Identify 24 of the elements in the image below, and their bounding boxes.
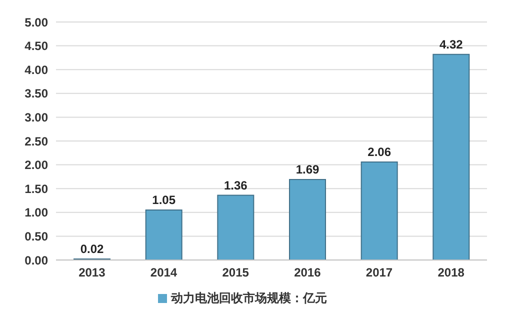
- data-label: 4.32: [439, 37, 464, 52]
- y-tick-label: 1.00: [24, 206, 48, 220]
- y-tick-label: 3.50: [24, 86, 48, 101]
- y-tick-label: 0.00: [24, 253, 48, 268]
- x-tick-label: 2018: [438, 266, 465, 280]
- x-tick-label: 2013: [78, 266, 106, 280]
- legend-label: 动力电池回收市场规模：亿元: [171, 291, 327, 305]
- data-label: 1.05: [152, 193, 176, 208]
- x-tick-label: 2016: [294, 266, 322, 280]
- y-tick-label: 0.50: [24, 229, 48, 244]
- data-label: 0.02: [80, 242, 104, 256]
- y-tick-label: 1.50: [24, 182, 48, 196]
- y-tick-label: 4.00: [24, 62, 48, 77]
- data-label: 1.69: [296, 162, 320, 177]
- x-tick-label: 2015: [222, 266, 250, 280]
- data-label: 2.06: [368, 144, 392, 159]
- y-tick-label: 4.50: [24, 39, 48, 54]
- y-tick-label: 3.00: [24, 110, 48, 124]
- data-label: 1.36: [224, 178, 248, 192]
- y-tick-label: 5.00: [24, 15, 48, 30]
- y-tick-label: 2.50: [24, 134, 48, 148]
- x-tick-label: 2017: [366, 266, 393, 280]
- y-tick-label: 2.00: [24, 158, 48, 172]
- x-tick-label: 2014: [150, 266, 178, 280]
